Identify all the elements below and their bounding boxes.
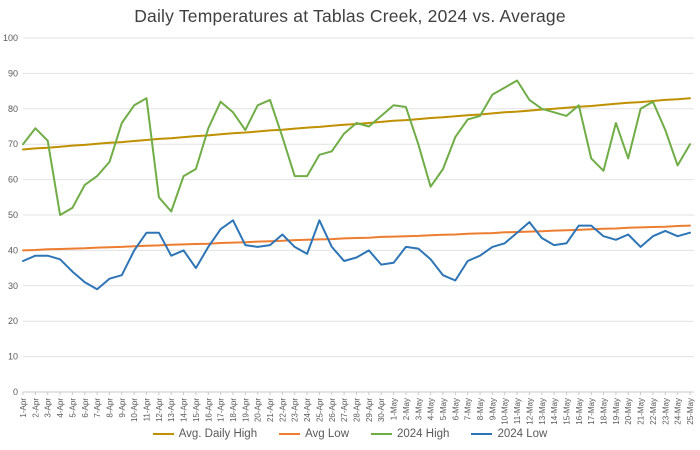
x-axis-label: 24-May bbox=[674, 398, 683, 425]
x-axis-label: 25-May bbox=[686, 398, 695, 425]
x-axis-label: 5-May bbox=[439, 398, 448, 420]
y-axis-label: 40 bbox=[8, 245, 18, 255]
x-axis-label: 23-May bbox=[661, 398, 670, 425]
chart-title: Daily Temperatures at Tablas Creek, 2024… bbox=[134, 6, 566, 26]
plot-area: 0 10 20 30 40 50 60 70 80 90 100 1-Apr 2-Apr 3-Apr 4-A… bbox=[3, 33, 695, 425]
x-axis-label: 27-Apr bbox=[340, 398, 349, 422]
x-axis-label: 7-May bbox=[464, 398, 473, 420]
x-axis-label: 29-Apr bbox=[365, 398, 374, 422]
y-axis-label: 100 bbox=[3, 33, 18, 43]
x-axis-label: 22-May bbox=[649, 398, 658, 425]
x-axis-label: 20-Apr bbox=[254, 398, 263, 422]
x-axis-label: 19-Apr bbox=[241, 398, 250, 422]
x-axis-label: 26-Apr bbox=[328, 398, 337, 422]
x-axis-label: 6-May bbox=[451, 398, 460, 420]
x-axis-label: 17-Apr bbox=[217, 398, 226, 422]
x-axis-label: 10-Apr bbox=[130, 398, 139, 422]
x-axis-label: 6-Apr bbox=[81, 398, 90, 418]
x-axis-label: 11-Apr bbox=[143, 398, 152, 422]
legend-label: 2024 High bbox=[397, 428, 450, 440]
x-axis-label: 19-May bbox=[612, 398, 621, 425]
x-axis-label: 13-May bbox=[538, 398, 547, 425]
x-axis-label: 25-Apr bbox=[315, 398, 324, 422]
x-axis-label: 12-Apr bbox=[155, 398, 164, 422]
x-axis-label: 1-Apr bbox=[19, 398, 28, 418]
series-line-2024-low bbox=[22, 219, 691, 291]
x-axis-label: 23-Apr bbox=[291, 398, 300, 422]
x-axis-label: 18-Apr bbox=[229, 398, 238, 422]
x-axis-label: 15-May bbox=[562, 398, 571, 425]
x-axis-label: 10-May bbox=[501, 398, 510, 425]
legend-swatch bbox=[279, 432, 301, 436]
legend-label: Avg Low bbox=[305, 428, 349, 440]
x-axis-label: 28-Apr bbox=[353, 398, 362, 422]
chart-legend: Avg. Daily High Avg Low 2024 High 2024 Low bbox=[0, 428, 700, 440]
x-axis-label: 30-Apr bbox=[377, 398, 386, 422]
x-axis-label: 21-Apr bbox=[266, 398, 275, 422]
x-axis-label: 22-Apr bbox=[278, 398, 287, 422]
x-axis-label: 9-May bbox=[488, 398, 497, 420]
legend-swatch bbox=[371, 432, 392, 436]
x-axis-label: 17-May bbox=[587, 398, 596, 425]
legend-swatch bbox=[471, 432, 493, 436]
y-axis-label: 30 bbox=[8, 281, 18, 291]
x-axis-label: 21-May bbox=[637, 398, 646, 425]
x-axis-label: 14-Apr bbox=[180, 398, 189, 422]
y-axis-label: 10 bbox=[8, 352, 18, 362]
x-axis-label: 3-May bbox=[414, 398, 423, 420]
x-axis-label: 8-Apr bbox=[105, 398, 114, 418]
y-axis-label: 50 bbox=[8, 210, 18, 220]
x-axis-label: 9-Apr bbox=[118, 398, 127, 418]
y-axis-label: 90 bbox=[8, 68, 18, 78]
y-axis-label: 0 bbox=[13, 387, 18, 397]
x-axis-label: 2-May bbox=[402, 398, 411, 420]
x-axis-label: 20-May bbox=[624, 398, 633, 425]
legend-item-2024-low: 2024 Low bbox=[471, 428, 547, 440]
x-axis-label: 1-May bbox=[390, 398, 399, 420]
x-axis-label: 18-May bbox=[600, 398, 609, 425]
legend-item-avg-daily-high: Avg. Daily High bbox=[152, 428, 258, 440]
series-line-avg-low bbox=[22, 224, 691, 252]
legend-item-avg-low: Avg Low bbox=[279, 428, 349, 440]
x-axis-label: 24-Apr bbox=[303, 398, 312, 422]
x-axis-label: 13-Apr bbox=[167, 398, 176, 422]
x-axis-label: 5-Apr bbox=[68, 398, 77, 418]
x-axis-label: 4-Apr bbox=[56, 398, 65, 418]
y-axis-label: 20 bbox=[8, 316, 18, 326]
x-axis-label: 12-May bbox=[525, 398, 534, 425]
x-axis-label: 16-May bbox=[575, 398, 584, 425]
x-axis-label: 7-Apr bbox=[93, 398, 102, 418]
x-axis-label: 2-Apr bbox=[31, 398, 40, 418]
x-axis-label: 11-May bbox=[513, 398, 522, 424]
y-axis-label: 70 bbox=[8, 139, 18, 149]
series-line-2024-high bbox=[22, 79, 691, 216]
legend-item-2024-high: 2024 High bbox=[371, 428, 449, 440]
x-axis-label: 8-May bbox=[476, 398, 485, 420]
y-axis-label: 80 bbox=[8, 104, 18, 114]
legend-swatch bbox=[152, 432, 174, 436]
x-axis-label: 14-May bbox=[550, 398, 559, 425]
x-axis-label: 4-May bbox=[427, 398, 436, 420]
legend-label: 2024 Low bbox=[497, 428, 548, 440]
y-axis-label: 60 bbox=[8, 175, 18, 185]
x-axis-label: 16-Apr bbox=[204, 398, 213, 422]
x-axis-label: 15-Apr bbox=[192, 398, 201, 422]
legend-label: Avg. Daily High bbox=[178, 428, 258, 440]
x-axis-label: 3-Apr bbox=[44, 398, 53, 418]
